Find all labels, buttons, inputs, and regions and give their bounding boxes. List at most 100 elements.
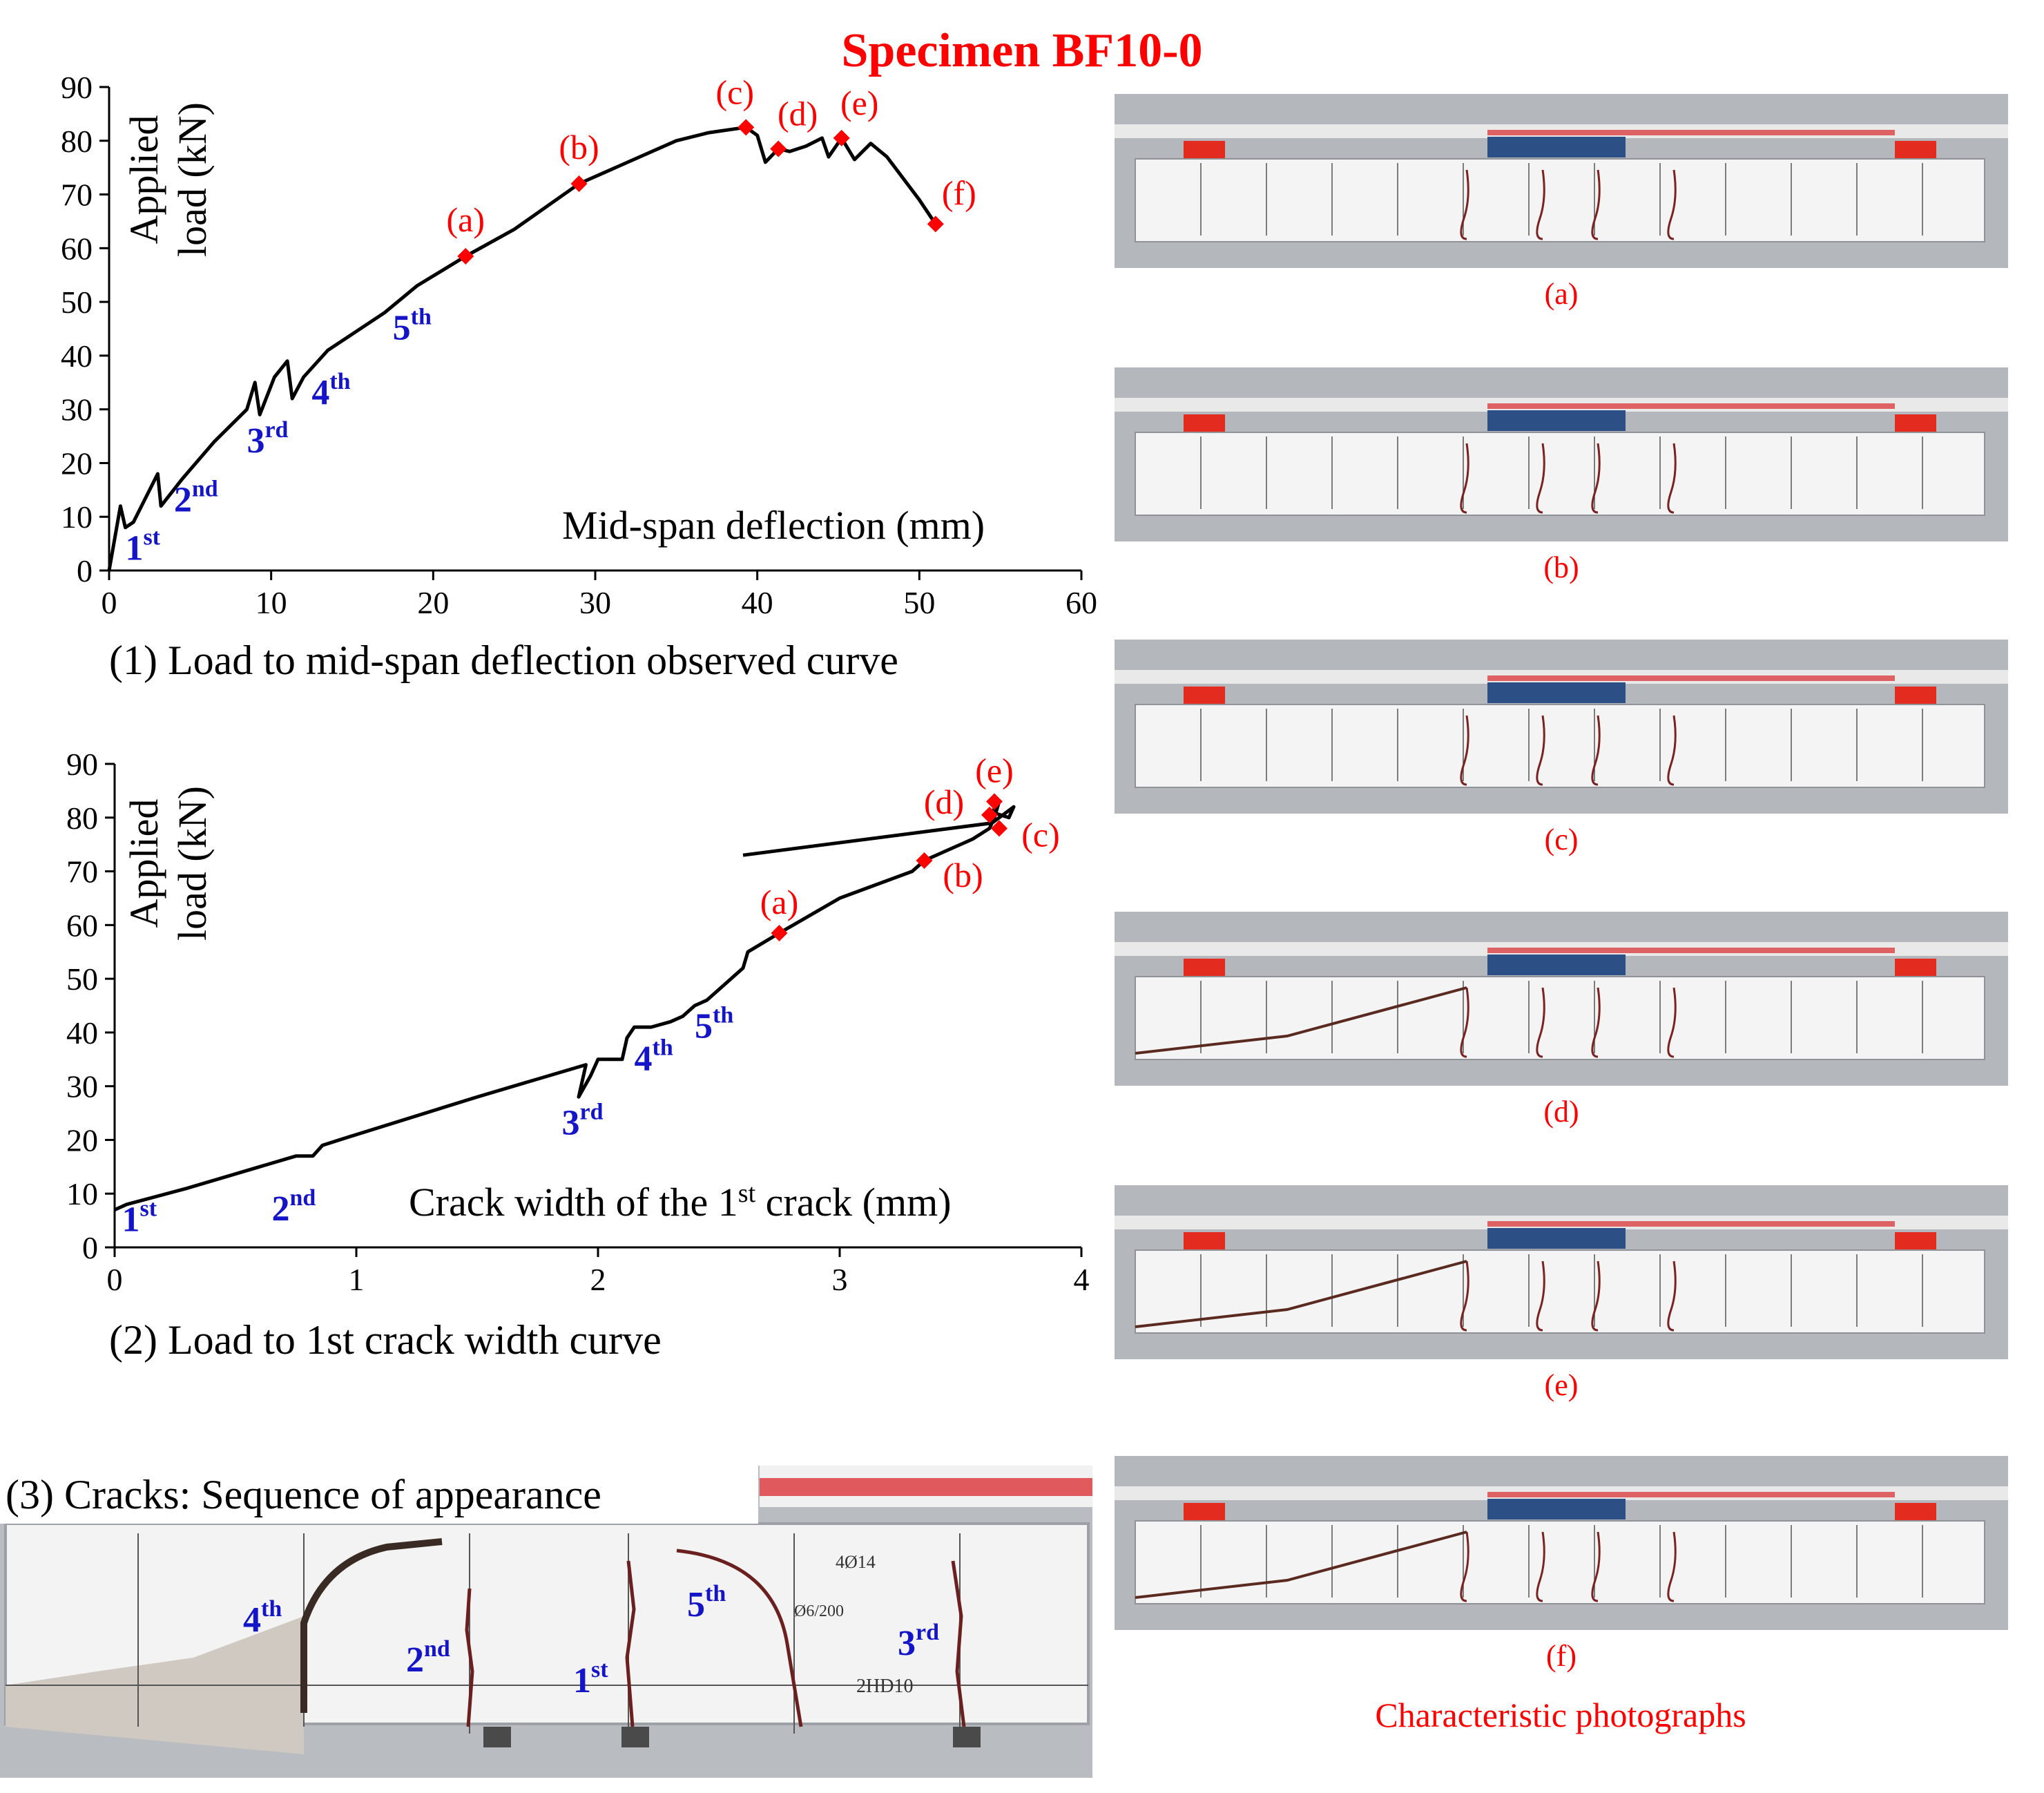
photo-d: (d) [1115, 912, 2008, 1129]
chart2-load-curve [113, 799, 1016, 1211]
chart1-y-tick-label: 50 [61, 285, 93, 320]
chart1-marker-c [737, 119, 755, 136]
chart2-y-tick-label: 10 [66, 1176, 98, 1211]
photo-red-block [1895, 959, 1936, 977]
photo-crack [1536, 987, 1545, 1058]
photo-crack [1460, 1260, 1469, 1332]
chart2-x-tick-label: 0 [107, 1262, 123, 1297]
photo-load-plate [1487, 682, 1626, 703]
crack-label-3: 3rd [898, 1620, 939, 1663]
chart1-ylabel-line2: load (kN) [170, 102, 215, 257]
chart1-marker-label: (c) [715, 73, 754, 111]
photo-crack [1591, 1260, 1601, 1332]
chart1-xlabel: Mid-span deflection (mm) [562, 503, 985, 548]
chart2-x-tick-label: 3 [832, 1262, 848, 1297]
photo-tape-markings [1487, 1492, 1895, 1497]
photo-e: (e) [1115, 1185, 2008, 1402]
photo-beam [1135, 158, 1985, 242]
photo-crack [1460, 169, 1469, 240]
photo-crack [1460, 443, 1469, 514]
chart1-marker-label: (e) [840, 84, 879, 122]
chart1-x-tick-label: 50 [903, 585, 935, 620]
chart2-crack-order-suffix: rd [580, 1100, 604, 1125]
chart2-x-tick-label: 1 [349, 1262, 365, 1297]
photo-tape-markings [1487, 130, 1895, 135]
photo-red-block [1895, 414, 1936, 432]
chart2-xlabel-end: crack (mm) [755, 1180, 951, 1225]
characteristic-photos: (a) (b) (c) (d) (e) (f) [1115, 94, 2008, 1673]
chart1-crack-order-label: 4th [311, 369, 350, 412]
photo-crack [1667, 715, 1677, 786]
photo-load-plate [1487, 410, 1626, 431]
crack-label-5-suffix: th [705, 1581, 726, 1607]
photo-label: (d) [1543, 1095, 1579, 1129]
photo-tape-markings [1487, 403, 1895, 409]
photo-red-block [1895, 1503, 1936, 1521]
photo-beam [1135, 1249, 1985, 1334]
photo-load-plate [1487, 955, 1626, 975]
chart2-y-tick-label: 60 [66, 908, 98, 943]
beam-text-rebar-top: 4Ø14 [836, 1552, 876, 1572]
chart1-x-tick-label: 30 [579, 585, 611, 620]
crack-label-4-suffix: th [261, 1596, 282, 1622]
chart1-y-tick-label: 80 [61, 124, 93, 159]
chart1-load-curve [107, 125, 937, 571]
beam-text-rebar-bottom: 2HD10 [856, 1676, 913, 1697]
photo-red-block [1184, 687, 1225, 704]
chart1-crack-order-label: 3rd [247, 417, 288, 461]
measuring-tape-markings [760, 1478, 1092, 1496]
chart2-x-tick-label: 4 [1074, 1262, 1090, 1297]
chart1-crack-order-suffix: st [143, 524, 160, 550]
crack-2 [465, 1588, 474, 1727]
photo-crack [1667, 443, 1677, 514]
chart2-crack-order-label: 3rd [562, 1100, 604, 1143]
crack-label-2-suffix: nd [424, 1636, 450, 1662]
photo-crack [1536, 1531, 1545, 1602]
chart2-marker-b [916, 852, 933, 869]
chart2-x-tick-label: 2 [590, 1262, 606, 1297]
chart1-crack-order-suffix: rd [264, 417, 288, 443]
chart1-ylabel-line1: Applied [122, 115, 166, 245]
chart1-marker-b [570, 175, 588, 192]
chart1-marker-f [927, 215, 944, 233]
photo-crack [1591, 169, 1601, 240]
crack-label-1: 1st [573, 1657, 608, 1700]
photo-red-block [1184, 959, 1225, 977]
chart1-x-tick-label: 0 [102, 585, 117, 620]
chart1-y-tick-label: 0 [77, 553, 93, 588]
photo-label: (b) [1543, 550, 1579, 584]
chart2-crack-order-suffix: th [713, 1003, 733, 1028]
chart1-x-tick-label: 60 [1066, 585, 1097, 620]
photo-crack [1591, 987, 1601, 1058]
photo-load-plate [1487, 137, 1626, 157]
chart1-y-tick-label: 40 [61, 338, 93, 374]
photo-b: (b) [1115, 367, 2008, 584]
chart1-crack-order-number: 4 [311, 373, 329, 412]
chart2-xlabel: Crack width of the 1st crack (mm) [409, 1179, 952, 1225]
cracks-photo-panel: 4Ø14 Ø6/200 2HD10 (3) Cracks: Sequence o… [0, 1466, 1092, 1778]
photo-crack [1591, 715, 1601, 786]
chart1-crack-order-suffix: th [411, 305, 432, 330]
chart2-y-tick-label: 70 [66, 854, 98, 890]
chart2-y-tick-label: 30 [66, 1069, 98, 1104]
crack-label-5-number: 5 [687, 1585, 705, 1624]
chart2-marker-e [986, 793, 1003, 810]
photo-tape-markings [1487, 675, 1895, 681]
chart1-crack-order-label: 2nd [174, 476, 218, 519]
chart2-marker-label: (a) [760, 883, 799, 921]
crack-width-chart: Crack width of the 1st crack (mm) Applie… [66, 747, 1090, 1363]
photo-crack [1536, 169, 1545, 240]
photo-load-plate [1487, 1499, 1626, 1519]
photo-crack [1667, 1531, 1677, 1602]
photo-major-crack [1135, 1531, 1467, 1599]
chart1-y-tick-label: 20 [61, 445, 93, 481]
cracks-caption: (3) Cracks: Sequence of appearance [6, 1472, 601, 1517]
chart2-crack-order-number: 5 [695, 1007, 713, 1046]
chart1-x-tick-label: 20 [417, 585, 449, 620]
chart2-crack-order-label: 5th [695, 1003, 733, 1046]
photo-beam [1135, 432, 1985, 516]
cracks-caption-background [0, 1466, 758, 1524]
chart1-marker-d [770, 140, 787, 157]
crack-label-4-number: 4 [243, 1600, 261, 1640]
chart1-y-tick-label: 10 [61, 499, 93, 535]
